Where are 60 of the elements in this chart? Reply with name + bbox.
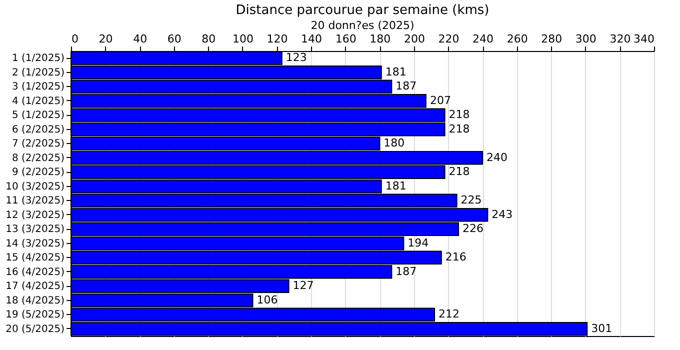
data-label: 194	[408, 236, 429, 250]
data-label: 243	[492, 208, 513, 221]
data-label: 218	[448, 165, 470, 178]
y-tick-label: 20 (5/2025)	[6, 324, 65, 335]
x-tick-label: 120	[266, 32, 288, 46]
y-tick-label: 14 (3/2025)	[6, 238, 65, 250]
y-tick-label: 9 (2/2025)	[12, 167, 65, 178]
x-tick-label: 300	[575, 32, 596, 46]
data-label: 216	[445, 250, 466, 264]
x-tick-label: 60	[167, 32, 182, 46]
x-tick-label: 140	[301, 32, 322, 46]
data-label: 127	[292, 279, 314, 292]
x-tick-label: 100	[232, 32, 254, 46]
data-label: 226	[462, 222, 484, 236]
y-tick-label: 13 (3/2025)	[6, 224, 65, 236]
y-tick-label: 15 (4/2025)	[6, 252, 65, 264]
y-tick-label: 12 (3/2025)	[6, 210, 65, 221]
data-label: 187	[396, 264, 417, 278]
data-label: 187	[396, 80, 417, 93]
data-label: 180	[384, 136, 405, 150]
y-tick-label: 10 (3/2025)	[6, 181, 65, 192]
x-tick-label: 180	[370, 32, 391, 46]
x-tick-label: 320	[610, 32, 631, 46]
data-label: 240	[486, 150, 508, 164]
data-label: 218	[448, 122, 470, 136]
y-tick-label: 7 (2/2025)	[12, 138, 65, 150]
x-tick-label: 280	[541, 32, 562, 46]
x-tick-label: 20	[98, 32, 113, 46]
data-label: 225	[460, 194, 482, 207]
y-tick-label: 2 (1/2025)	[12, 67, 65, 78]
data-label: 207	[430, 94, 451, 107]
x-tick-label: 160	[335, 32, 356, 46]
data-label: 218	[448, 108, 470, 122]
y-tick-label: 11 (3/2025)	[6, 196, 65, 207]
chart-subtitle: 20 donn?es (2025)	[310, 19, 414, 32]
data-label: 123	[286, 51, 307, 64]
y-tick-label: 3 (1/2025)	[12, 82, 65, 93]
x-tick-label: 200	[404, 32, 425, 46]
x-tick-label: 340	[634, 32, 654, 46]
y-tick-label: 19 (5/2025)	[6, 310, 65, 321]
y-tick-label: 16 (4/2025)	[6, 266, 65, 278]
y-tick-label: 6 (2/2025)	[12, 124, 65, 136]
chart-title: Distance parcourue par semaine (kms)	[236, 3, 490, 18]
data-label: 212	[438, 308, 460, 321]
data-label: 106	[256, 293, 278, 306]
y-tick-label: 1 (1/2025)	[12, 53, 65, 64]
data-label: 181	[385, 179, 406, 192]
y-tick-label: 5 (1/2025)	[12, 110, 65, 122]
y-tick-label: 17 (4/2025)	[6, 281, 65, 292]
x-tick-label: 80	[202, 32, 216, 46]
y-tick-label: 4 (1/2025)	[12, 96, 65, 107]
x-tick-label: 0	[72, 32, 78, 46]
y-tick-label: 18 (4/2025)	[6, 295, 65, 306]
data-label: 181	[385, 65, 406, 78]
x-tick-label: 260	[506, 32, 528, 46]
x-tick-label: 240	[472, 32, 494, 46]
y-tick-label: 8 (2/2025)	[12, 152, 65, 164]
x-tick-label: 40	[133, 32, 148, 46]
x-tick-label: 220	[438, 32, 460, 46]
data-label: 301	[591, 322, 612, 335]
